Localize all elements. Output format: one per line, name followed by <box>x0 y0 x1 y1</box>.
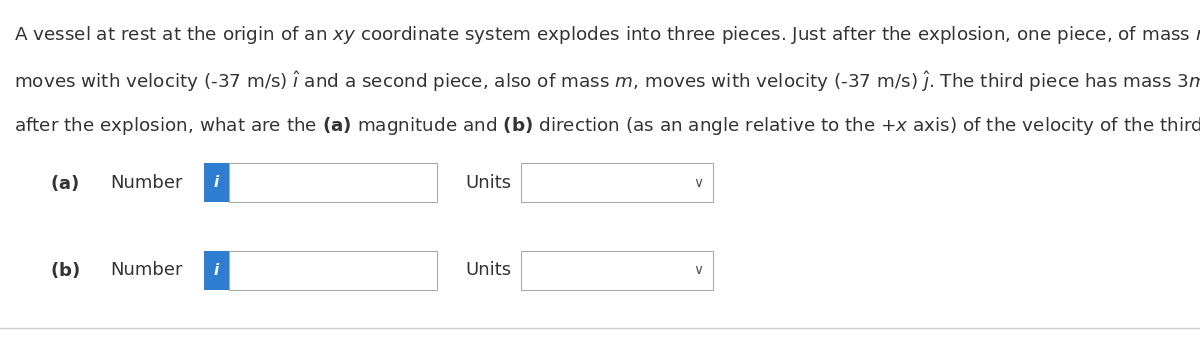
FancyBboxPatch shape <box>521 163 713 202</box>
Text: Number: Number <box>110 173 182 192</box>
Text: i: i <box>214 263 220 278</box>
FancyBboxPatch shape <box>204 251 229 290</box>
FancyBboxPatch shape <box>521 251 713 290</box>
Text: Number: Number <box>110 261 182 280</box>
Text: ∨: ∨ <box>694 175 703 190</box>
Text: Units: Units <box>466 173 511 192</box>
Text: $\mathbf{(b)}$: $\mathbf{(b)}$ <box>50 260 80 281</box>
Text: after the explosion, what are the $\mathbf{(a)}$ magnitude and $\mathbf{(b)}$ di: after the explosion, what are the $\math… <box>14 115 1200 137</box>
Text: Units: Units <box>466 261 511 280</box>
Text: A vessel at rest at the origin of an $xy$ coordinate system explodes into three : A vessel at rest at the origin of an $xy… <box>14 24 1200 46</box>
FancyBboxPatch shape <box>229 163 437 202</box>
FancyBboxPatch shape <box>204 163 229 202</box>
Text: ∨: ∨ <box>694 263 703 277</box>
Text: i: i <box>214 175 220 190</box>
Text: moves with velocity (-37 m/s) $\hat{\imath}$ and a second piece, also of mass $m: moves with velocity (-37 m/s) $\hat{\ima… <box>14 69 1200 94</box>
Text: $\mathbf{(a)}$: $\mathbf{(a)}$ <box>50 172 79 193</box>
FancyBboxPatch shape <box>229 251 437 290</box>
